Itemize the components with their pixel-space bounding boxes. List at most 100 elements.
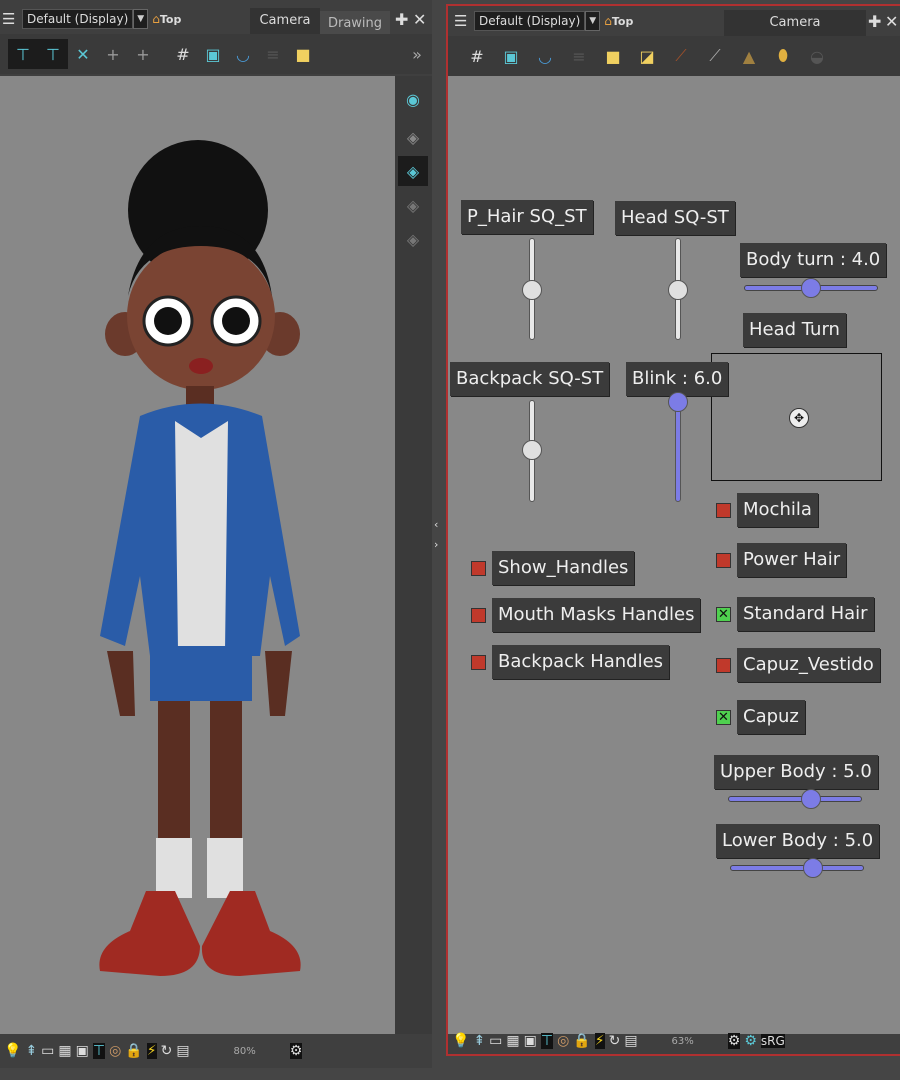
- chevron-down-icon[interactable]: ▼: [585, 11, 601, 31]
- grid-icon[interactable]: ▦: [58, 1043, 72, 1059]
- tab-drawing[interactable]: Drawing: [320, 11, 390, 37]
- light-table-icon[interactable]: ⇞: [25, 1043, 38, 1059]
- onion-skin-icon[interactable]: ◡: [236, 44, 250, 64]
- checkbox[interactable]: [716, 553, 731, 568]
- tab-camera[interactable]: Camera: [724, 10, 866, 36]
- close-icon[interactable]: ✕: [885, 12, 899, 31]
- ruler-icon[interactable]: ⟋: [709, 46, 721, 65]
- settings-icon[interactable]: ⚙: [289, 1043, 303, 1059]
- home-icon[interactable]: ⌂: [604, 14, 612, 28]
- layer-stack-icon[interactable]: ≡: [266, 44, 280, 64]
- layers-icon[interactable]: ◈: [406, 195, 420, 215]
- camera-frame-icon[interactable]: ▣: [205, 44, 221, 64]
- render-icon[interactable]: ⚡: [594, 1033, 605, 1049]
- backpack-sq-knob[interactable]: [522, 440, 542, 460]
- move-cursor-icon[interactable]: ✥: [789, 408, 809, 428]
- checkbox[interactable]: [716, 503, 731, 518]
- lock-icon[interactable]: ■: [605, 46, 621, 66]
- stamp-icon[interactable]: ▤: [624, 1033, 638, 1049]
- frame-icon[interactable]: ▭: [489, 1033, 503, 1049]
- lock-icon[interactable]: 🔒: [573, 1033, 591, 1049]
- add-view-icon[interactable]: ✚: [868, 12, 882, 31]
- safe-area-icon[interactable]: ▣: [75, 1043, 89, 1059]
- view-mode-dropdown[interactable]: Default (Display): [474, 11, 586, 31]
- checkbox-label[interactable]: Capuz_Vestido: [737, 648, 880, 682]
- layers-icon[interactable]: ◈: [406, 127, 420, 147]
- checkbox[interactable]: ✕: [716, 710, 731, 725]
- menu-icon[interactable]: ☰: [454, 12, 468, 30]
- collapse-left-icon[interactable]: ‹: [434, 518, 439, 531]
- checkbox-label[interactable]: Backpack Handles: [492, 645, 670, 679]
- checkbox[interactable]: [716, 658, 731, 673]
- reset-icon[interactable]: ↻: [608, 1033, 621, 1049]
- drawing-canvas[interactable]: [0, 76, 395, 1034]
- view-mode-dropdown[interactable]: Default (Display): [22, 9, 134, 29]
- peg-add-icon[interactable]: +: [106, 44, 120, 64]
- peg-eye-icon[interactable]: ⊤: [92, 1043, 106, 1059]
- camera-frame-icon[interactable]: ▣: [503, 46, 519, 66]
- checkbox[interactable]: [471, 561, 486, 576]
- p-hair-knob[interactable]: [522, 280, 542, 300]
- onion-icon[interactable]: ◎: [109, 1043, 122, 1059]
- render-icon[interactable]: ⚡: [146, 1043, 157, 1059]
- onion-icon[interactable]: ◎: [557, 1033, 570, 1049]
- peg-eye-icon[interactable]: ⊤: [16, 44, 30, 64]
- pot-icon[interactable]: ◒: [810, 46, 824, 66]
- light-table-icon[interactable]: ⇞: [473, 1033, 486, 1049]
- stamp-icon[interactable]: ▤: [176, 1043, 190, 1059]
- grid-icon[interactable]: #: [176, 44, 190, 64]
- mirror-icon[interactable]: ⬮: [777, 46, 789, 65]
- layers-icon[interactable]: ◈: [406, 229, 420, 249]
- light-icon[interactable]: ▲: [742, 46, 756, 66]
- settings-icon[interactable]: ⚙: [727, 1033, 741, 1049]
- lower-body-slider[interactable]: [730, 865, 864, 871]
- settings-active-icon[interactable]: ⚙: [744, 1033, 757, 1049]
- body-turn-knob[interactable]: [801, 278, 821, 298]
- checkbox-label[interactable]: Mochila: [737, 493, 818, 527]
- grid-icon[interactable]: #: [470, 46, 484, 66]
- lower-body-knob[interactable]: [803, 858, 823, 878]
- light-icon[interactable]: 💡: [452, 1033, 470, 1049]
- home-icon[interactable]: ⌂: [152, 12, 160, 26]
- head-turn-pad[interactable]: [711, 353, 882, 481]
- checkbox-label[interactable]: Standard Hair: [737, 597, 874, 631]
- upper-body-knob[interactable]: [801, 789, 821, 809]
- collapse-right-icon[interactable]: ›: [434, 538, 439, 551]
- checkbox-label[interactable]: Show_Handles: [492, 551, 635, 585]
- peg-add-icon[interactable]: +: [136, 44, 150, 64]
- peg-x-icon[interactable]: ✕: [76, 44, 90, 64]
- layer-stack-icon[interactable]: ≡: [572, 46, 586, 66]
- blink-slider[interactable]: [675, 400, 681, 502]
- head-sq-knob[interactable]: [668, 280, 688, 300]
- unlock-add-icon[interactable]: ◪: [639, 46, 655, 66]
- reset-icon[interactable]: ↻: [160, 1043, 173, 1059]
- home-label[interactable]: Top: [611, 14, 634, 28]
- menu-icon[interactable]: ☰: [2, 10, 16, 28]
- color-space[interactable]: sRG: [760, 1034, 785, 1048]
- chevron-down-icon[interactable]: ▼: [133, 9, 149, 29]
- home-label[interactable]: Top: [159, 12, 182, 26]
- safe-area-icon[interactable]: ▣: [523, 1033, 537, 1049]
- upper-body-slider[interactable]: [728, 796, 862, 802]
- checkbox-label[interactable]: Power Hair: [737, 543, 847, 577]
- close-icon[interactable]: ✕: [413, 10, 427, 29]
- ruler-icon[interactable]: ⟋: [675, 46, 687, 65]
- add-view-icon[interactable]: ✚: [395, 10, 409, 29]
- zoom-level[interactable]: 80%: [233, 1045, 256, 1057]
- grid-icon[interactable]: ▦: [506, 1033, 520, 1049]
- checkbox[interactable]: ✕: [716, 607, 731, 622]
- checkbox[interactable]: [471, 608, 486, 623]
- light-icon[interactable]: 💡: [4, 1043, 22, 1059]
- checkbox[interactable]: [471, 655, 486, 670]
- peg-lock-icon[interactable]: ⊤: [46, 44, 60, 64]
- eye-icon[interactable]: ◉: [406, 89, 420, 109]
- layers-active-icon[interactable]: ◈: [398, 156, 428, 186]
- lock-icon[interactable]: 🔒: [125, 1043, 143, 1059]
- checkbox-label[interactable]: Capuz: [737, 700, 805, 734]
- lock-icon[interactable]: ■: [295, 44, 311, 64]
- peg-eye-icon[interactable]: ⊤: [540, 1033, 554, 1049]
- onion-skin-icon[interactable]: ◡: [538, 46, 552, 66]
- zoom-level[interactable]: 63%: [671, 1035, 694, 1047]
- tab-camera[interactable]: Camera: [250, 8, 320, 34]
- more-icon[interactable]: »: [412, 44, 422, 64]
